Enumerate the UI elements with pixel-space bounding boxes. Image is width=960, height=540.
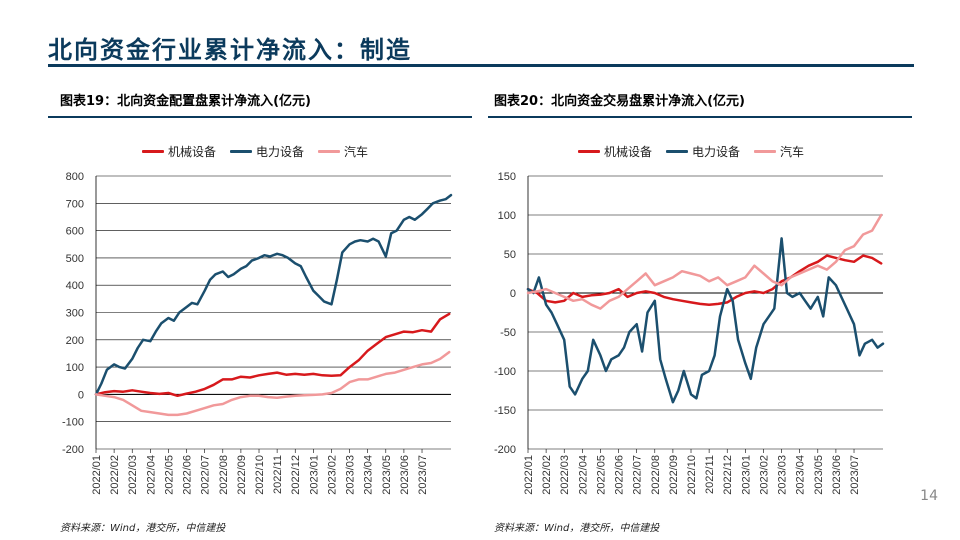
left-ytick-label-0: -200 (62, 444, 84, 456)
left-xtick-label-4: 2022/05 (163, 455, 175, 495)
left-ytick-label-5: 300 (66, 308, 84, 320)
right-xtick-label-7: 2022/08 (650, 455, 662, 495)
right-xtick-label-6: 2022/07 (632, 455, 644, 495)
right-line-chart: -200 -150 -100 -50 0 50 100 150 2022/01 2022/02 20… (494, 171, 885, 495)
left-ytick-label-1: -100 (62, 417, 84, 429)
right-legend-item-3: 汽车 (754, 143, 804, 160)
right-ytick-label-6: 100 (498, 210, 516, 222)
right-ytick-label-7: 150 (498, 171, 516, 183)
left-legend-swatch-1 (142, 150, 164, 153)
right-source-note: 资料来源：Wind，港交所，中信建投 (494, 523, 660, 534)
left-legend-item-2: 电力设备 (230, 143, 304, 160)
right-xtick-label-4: 2022/05 (595, 455, 607, 495)
left-source-note: 资料来源：Wind，港交所，中信建投 (60, 523, 226, 534)
right-xtick-label-9: 2022/10 (686, 455, 698, 495)
left-legend-swatch-2 (230, 150, 253, 153)
right-series-line-2 (526, 237, 885, 404)
right-xtick-label-15: 2023/04 (795, 455, 807, 495)
left-series-line-3 (94, 350, 451, 417)
left-line-chart: -200 -100 0 100 200 300 400 500 600 700 800 2022/01… (62, 171, 453, 495)
left-xtick-label-0: 2022/01 (91, 455, 103, 495)
right-xtick-label-3: 2022/04 (577, 455, 589, 495)
right-xtick-label-17: 2023/06 (831, 455, 843, 495)
right-ytick-label-2: -100 (494, 366, 516, 378)
left-ytick-label-8: 600 (66, 226, 84, 238)
right-xtick-label-18: 2023/07 (849, 455, 861, 495)
right-xtick-label-8: 2022/09 (668, 455, 680, 495)
right-legend-label-2: 电力设备 (692, 145, 741, 159)
left-figure-title: 图表19：北向资金配置盘累计净流入(亿元) (60, 94, 311, 109)
page-number: 14 (920, 488, 938, 504)
left-xtick-label-2: 2022/03 (127, 455, 139, 495)
left-xtick-label-11: 2022/12 (290, 455, 302, 495)
left-series-line-2 (94, 193, 453, 396)
left-xtick-label-3: 2022/04 (145, 455, 157, 495)
right-legend-swatch-3 (754, 150, 777, 153)
right-xtick-label-10: 2022/11 (704, 455, 716, 494)
right-series-line-1 (526, 254, 883, 306)
right-ytick-label-5: 50 (504, 249, 516, 261)
right-xtick-label-5: 2022/06 (614, 455, 626, 495)
right-xtick-label-0: 2022/01 (523, 455, 535, 495)
left-legend-label-1: 机械设备 (168, 145, 217, 159)
left-legend-item-3: 汽车 (318, 143, 368, 160)
right-xtick-label-16: 2023/05 (813, 455, 825, 495)
right-ytick-label-3: -50 (500, 327, 516, 339)
left-xtick-label-18: 2023/07 (417, 455, 429, 495)
right-ytick-label-0: -200 (494, 444, 516, 456)
left-ytick-label-4: 200 (66, 335, 84, 347)
right-legend-swatch-1 (578, 150, 600, 153)
right-legend-label-3: 汽车 (780, 145, 805, 159)
left-xtick-label-14: 2023/03 (345, 455, 357, 495)
right-xtick-label-1: 2022/02 (541, 455, 553, 495)
right-xtick-label-11: 2022/12 (722, 455, 734, 495)
left-ytick-label-6: 400 (66, 280, 84, 292)
left-legend-swatch-3 (318, 150, 341, 153)
right-legend-item-2: 电力设备 (666, 143, 740, 160)
title-divider (48, 64, 914, 67)
left-ytick-label-3: 100 (66, 362, 84, 374)
left-ytick-label-7: 500 (66, 253, 84, 265)
right-xtick-label-14: 2023/03 (777, 455, 789, 495)
right-ytick-label-1: -150 (494, 405, 516, 417)
left-ytick-label-10: 800 (66, 171, 84, 183)
left-ytick-label-9: 700 (66, 198, 84, 210)
left-xtick-label-7: 2022/08 (218, 455, 230, 495)
right-xtick-label-12: 2023/01 (740, 455, 752, 495)
right-xtick-label-13: 2023/02 (758, 455, 770, 495)
right-xtick-label-2: 2022/03 (559, 455, 571, 495)
left-series-line-1 (94, 312, 451, 398)
left-xtick-label-16: 2023/05 (381, 455, 393, 495)
left-legend-item-1: 机械设备 (142, 143, 216, 160)
left-legend-label-2: 电力设备 (256, 145, 305, 159)
right-ytick-label-4: 0 (510, 288, 516, 300)
left-xtick-label-13: 2023/02 (326, 455, 338, 495)
left-xtick-label-15: 2023/04 (363, 455, 375, 495)
right-legend-item-1: 机械设备 (578, 143, 652, 160)
right-legend-label-1: 机械设备 (604, 145, 653, 159)
left-xtick-label-6: 2022/07 (200, 455, 212, 495)
page-title: 北向资金行业累计净流入：制造 (48, 36, 412, 64)
right-figure-title: 图表20：北向资金交易盘累计净流入(亿元) (494, 94, 745, 109)
right-legend: 机械设备 电力设备 汽车 (578, 143, 818, 160)
left-xtick-label-12: 2023/01 (308, 455, 320, 495)
left-xtick-label-9: 2022/10 (254, 455, 266, 495)
left-xtick-label-1: 2022/02 (109, 455, 121, 495)
left-xtick-label-10: 2022/11 (272, 455, 284, 494)
left-figure-divider (48, 116, 472, 118)
left-xtick-label-5: 2022/06 (182, 455, 194, 495)
left-xtick-label-17: 2023/06 (399, 455, 411, 495)
right-figure-divider (488, 116, 912, 118)
right-legend-swatch-2 (666, 150, 689, 153)
left-xtick-label-8: 2022/09 (236, 455, 248, 495)
left-legend: 机械设备 电力设备 汽车 (142, 143, 382, 160)
left-legend-label-3: 汽车 (344, 145, 369, 159)
left-ytick-label-2: 0 (78, 389, 84, 401)
right-series-line-3 (526, 213, 883, 310)
